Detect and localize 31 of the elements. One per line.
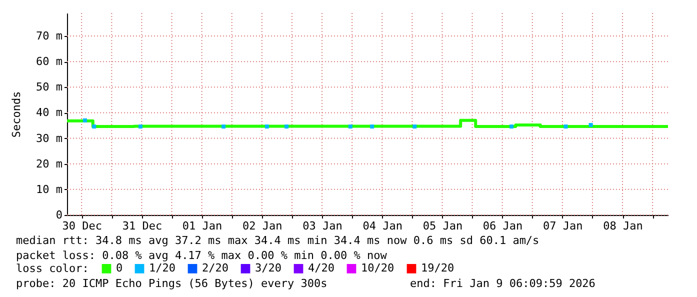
legend-label: 1/20	[149, 262, 176, 275]
x-tick-label: 01 Jan	[182, 220, 222, 232]
y-tick-label: 0	[56, 208, 62, 222]
text: probe: 20 ICMP Echo Pings (56 Bytes) every 300s	[16, 277, 328, 290]
text: median rtt: 34.8 ms avg 37.2 ms max 34.4 ms min 34.4 ms now 0.6 ms sd 60.1 am/s	[16, 234, 540, 247]
x-tick-label: 08 Jan	[603, 220, 643, 232]
y-tick-label: 20 m	[36, 157, 63, 170]
x-tick-label: 06 Jan	[482, 220, 523, 232]
legend-label: 10/20	[361, 262, 394, 275]
legend-label: 4/20	[308, 262, 334, 275]
legend-label: 19/20	[421, 262, 454, 275]
y-tick-label: 30 m	[36, 132, 63, 145]
legend-title: loss color:	[16, 262, 89, 275]
x-tick-label: 30 Dec	[62, 220, 102, 232]
y-axis-title: Seconds	[10, 91, 24, 138]
text: end: Fri Jan 9 06:09:59 2026	[410, 277, 596, 290]
text: packet loss: 0.08 % avg 4.17 % max 0.00 % min 0.00 % now	[16, 249, 388, 262]
y-tick-label: 60 m	[36, 55, 63, 68]
legend-label: 3/20	[255, 262, 282, 275]
x-tick-label: 03 Jan	[302, 220, 342, 232]
x-tick-label: 04 Jan	[362, 220, 402, 232]
x-tick-label: 05 Jan	[422, 220, 463, 232]
x-tick-label: 31 Dec	[122, 220, 162, 232]
x-tick-label: 02 Jan	[242, 220, 282, 232]
y-tick-label: 70 m	[36, 30, 63, 43]
x-tick-label: 07 Jan	[543, 220, 583, 232]
legend-label: 2/20	[202, 262, 228, 275]
y-tick-label: 40 m	[36, 106, 63, 120]
legend-label: 0	[116, 262, 123, 275]
y-tick-label: 50 m	[36, 80, 63, 94]
y-tick-label: 10 m	[36, 182, 63, 196]
